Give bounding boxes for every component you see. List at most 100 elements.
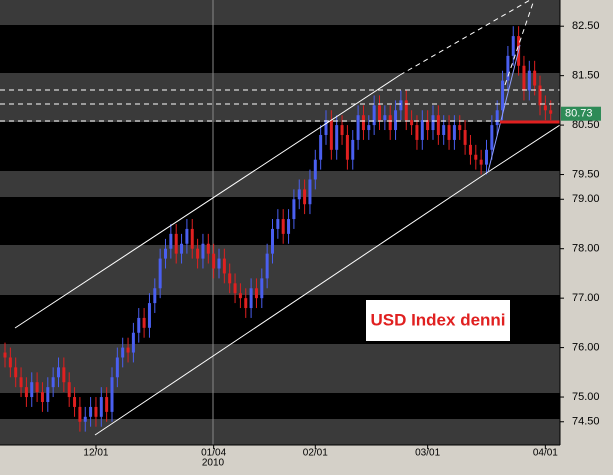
candle-body — [174, 233, 178, 254]
candle-body — [115, 357, 119, 378]
candle-body — [404, 100, 408, 121]
candle-body — [458, 125, 462, 131]
channel-upper-ext — [399, 0, 531, 76]
x-tick-label: 01/04 — [201, 448, 226, 459]
candle-body — [474, 154, 478, 160]
candle-body — [94, 406, 98, 417]
candle-body — [276, 219, 280, 229]
chart-title: USD Index denni — [370, 310, 505, 329]
candle-body — [287, 219, 291, 234]
candle-body — [164, 248, 167, 259]
candle-body — [485, 149, 488, 165]
candle-body — [67, 382, 71, 398]
y-tick-label: 75.00 — [572, 391, 600, 403]
candle-body — [249, 288, 253, 309]
channel-upper — [14, 74, 401, 329]
candle-body — [190, 228, 194, 249]
candle-body — [313, 159, 317, 180]
candle-body — [254, 288, 258, 299]
candle-body — [126, 347, 130, 353]
candle-body — [158, 258, 162, 289]
candle-body — [506, 55, 510, 81]
candle-body — [233, 283, 237, 294]
candle-body — [142, 317, 146, 328]
fan-line — [504, 0, 535, 86]
candle-body — [431, 115, 435, 131]
y-tick-label: 77.00 — [572, 292, 600, 304]
candle-body — [46, 387, 50, 402]
candle-body — [180, 243, 184, 254]
candle-body — [292, 199, 296, 220]
candle-body — [228, 273, 232, 284]
candle-body — [297, 189, 301, 200]
candle-body — [14, 367, 18, 378]
candle-body — [57, 367, 60, 378]
candle-body — [549, 110, 553, 114]
candle-body — [265, 253, 269, 279]
candle-body — [463, 130, 467, 145]
candle-body — [410, 120, 414, 126]
candle-body — [40, 392, 44, 402]
candle-body — [468, 144, 472, 155]
channel-lower-ext — [487, 124, 561, 173]
candle-body — [217, 258, 221, 269]
candle-body — [196, 248, 200, 259]
candle-body — [394, 110, 398, 131]
candle-body — [367, 125, 371, 131]
candle-body — [260, 278, 264, 299]
candle-body — [8, 357, 12, 368]
candle-body — [121, 347, 125, 358]
candle-body — [83, 416, 87, 422]
candle-body — [399, 100, 403, 111]
candle-body — [105, 397, 109, 412]
candle-body — [335, 125, 339, 150]
candle-body — [73, 397, 77, 407]
candle-body — [303, 189, 307, 205]
y-tick-label: 80.50 — [572, 119, 600, 131]
candle-body — [388, 115, 392, 131]
y-tick-label: 82.50 — [572, 20, 600, 32]
candle-body — [356, 115, 360, 140]
candle-body — [442, 125, 446, 135]
candle-body — [201, 243, 205, 259]
candle-body — [271, 228, 274, 254]
bands — [0, 0, 560, 445]
candle-body — [62, 367, 66, 383]
candle-body — [147, 303, 151, 328]
band — [0, 73, 560, 122]
candle-body — [153, 288, 157, 304]
candle-body — [522, 65, 526, 91]
x-tick-label: 12/01 — [83, 448, 108, 459]
candle-body — [281, 219, 285, 234]
x-tick-label: 02/01 — [303, 448, 328, 459]
y-tick-label: 79.50 — [572, 168, 600, 180]
last-price-label: 80.73 — [565, 108, 593, 120]
band — [0, 171, 560, 197]
x-tick-label: 04/01 — [533, 448, 558, 459]
candle-body — [238, 293, 242, 299]
candle-body — [169, 233, 173, 249]
candle-body — [78, 406, 82, 422]
candle-body — [361, 115, 365, 131]
candle-body — [543, 105, 547, 111]
candle-body — [436, 115, 440, 135]
year-label: 2010 — [202, 458, 225, 469]
candle-body — [345, 134, 349, 160]
band — [0, 0, 560, 25]
candle-body — [351, 139, 355, 160]
candle-body — [324, 120, 328, 135]
candle-body — [3, 352, 7, 358]
candle-body — [89, 406, 93, 417]
candle-body — [383, 115, 387, 121]
impulse-line — [487, 44, 521, 173]
candle-body — [51, 377, 55, 388]
candle-body — [372, 105, 376, 126]
candle-body — [212, 253, 216, 269]
band — [0, 245, 560, 295]
candle-body — [35, 382, 39, 393]
candle-body — [24, 387, 28, 398]
candle-body — [426, 120, 430, 131]
band — [0, 344, 560, 393]
y-tick-label: 79.00 — [572, 193, 600, 205]
candle-body — [420, 120, 424, 140]
